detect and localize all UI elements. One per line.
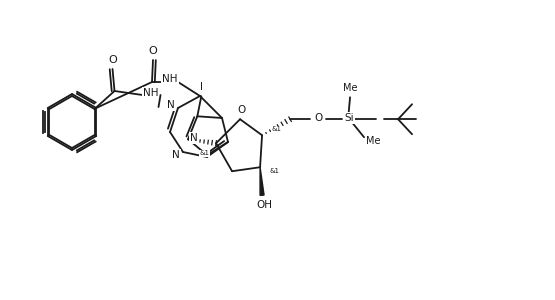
Text: I: I [200, 82, 203, 92]
Text: N: N [167, 100, 175, 110]
Text: N: N [190, 133, 198, 143]
Text: OH: OH [256, 200, 272, 210]
Text: NH: NH [143, 88, 158, 98]
Text: N: N [172, 150, 180, 160]
Text: &1: &1 [199, 150, 209, 156]
Text: O: O [149, 46, 158, 56]
Text: Me: Me [343, 83, 357, 93]
Text: &1: &1 [269, 168, 279, 174]
Text: Si: Si [344, 113, 354, 123]
Text: Me: Me [366, 136, 380, 146]
Text: NH: NH [162, 74, 178, 84]
Text: &1: &1 [271, 126, 281, 132]
Polygon shape [260, 167, 264, 195]
Text: O: O [237, 105, 245, 115]
Text: O: O [108, 55, 117, 65]
Text: O: O [314, 113, 322, 123]
